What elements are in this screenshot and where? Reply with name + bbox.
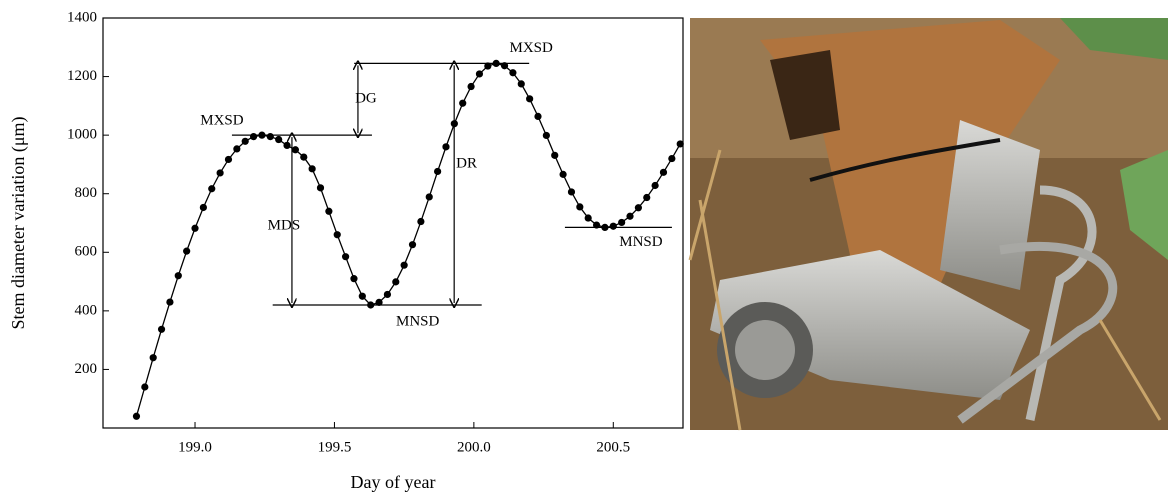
annotation-label: DG (355, 91, 377, 107)
data-point (249, 133, 258, 141)
y-tick-label: 1400 (67, 9, 97, 25)
data-point (350, 275, 358, 283)
data-point (149, 354, 157, 362)
data-point (659, 168, 668, 176)
data-point (333, 231, 341, 239)
data-point (208, 185, 216, 193)
data-point (526, 95, 534, 103)
annotation-label: MDS (268, 218, 301, 234)
y-axis-label: Stem diameter variation (μm) (8, 116, 29, 329)
data-point (618, 218, 626, 227)
data-point (484, 62, 492, 70)
data-point (300, 153, 308, 161)
annotation-label: MXSD (200, 113, 244, 129)
data-point (283, 141, 291, 149)
data-point (408, 241, 417, 249)
x-tick-label: 200.0 (457, 439, 491, 455)
y-tick-label: 200 (75, 361, 98, 377)
data-point (183, 247, 191, 255)
data-point (542, 131, 550, 140)
data-point (157, 325, 166, 333)
annotation-label: DR (456, 156, 477, 172)
y-tick-label: 1200 (67, 68, 97, 84)
data-point (392, 278, 400, 286)
data-point (425, 193, 433, 201)
data-point (643, 193, 651, 202)
annotation-label: MNSD (396, 313, 440, 329)
data-point (417, 217, 425, 226)
data-point (609, 222, 617, 230)
data-point (576, 203, 584, 211)
data-point (191, 224, 199, 232)
annotation-label: MNSD (619, 234, 663, 250)
data-point (400, 261, 408, 269)
data-point (233, 145, 241, 153)
data-point (434, 167, 442, 176)
y-tick-label: 400 (75, 302, 98, 318)
data-point (567, 188, 576, 196)
data-point (459, 99, 467, 107)
data-point (174, 272, 182, 280)
data-point (291, 146, 300, 154)
x-tick-label: 200.5 (596, 439, 630, 455)
x-tick-label: 199.0 (178, 439, 212, 455)
x-tick-label: 199.5 (318, 439, 352, 455)
data-point (559, 170, 567, 178)
data-point (651, 181, 659, 190)
data-point (676, 140, 684, 148)
data-point (141, 383, 149, 391)
data-point (241, 137, 249, 145)
data-point (626, 212, 634, 220)
data-point (668, 154, 676, 163)
data-point (634, 204, 642, 212)
data-point (442, 143, 450, 151)
data-point (316, 184, 325, 192)
data-point (534, 112, 542, 120)
data-point (199, 203, 207, 212)
data-point (383, 290, 392, 299)
data-point (266, 133, 274, 141)
data-point (584, 214, 592, 222)
data-point (509, 69, 517, 77)
y-tick-label: 800 (75, 185, 98, 201)
data-point (358, 292, 366, 300)
data-point (308, 165, 316, 173)
data-point (224, 155, 233, 164)
data-point (325, 207, 333, 215)
y-tick-label: 1000 (67, 127, 97, 143)
data-point (275, 135, 283, 144)
data-point (467, 82, 475, 91)
x-axis-label: Day of year (351, 472, 436, 492)
plot-frame (102, 17, 684, 429)
data-point (551, 151, 559, 159)
data-point (475, 70, 484, 78)
annotation-label: MXSD (509, 40, 553, 56)
data-point (341, 253, 350, 261)
data-point (375, 298, 383, 306)
y-tick-label: 600 (75, 244, 98, 260)
data-point (166, 298, 174, 306)
photo (688, 18, 1168, 431)
data-point (517, 80, 525, 88)
data-point (132, 412, 141, 420)
data-point (216, 169, 224, 177)
